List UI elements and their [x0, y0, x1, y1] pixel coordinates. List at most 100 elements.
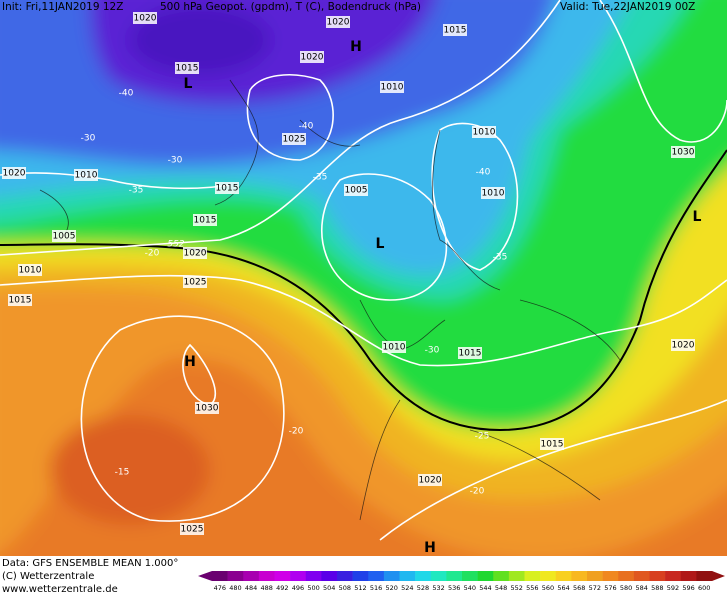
colorbar-swatch: [227, 571, 244, 581]
colorbar-swatch: [680, 571, 697, 581]
isobar-line: [379, 399, 727, 541]
temperature-label: -30: [425, 346, 440, 356]
temperature-label: -40: [119, 89, 134, 99]
isobar-label-bg: [382, 341, 406, 353]
pressure-center: H: [424, 540, 436, 556]
isobar-label-bg: [380, 81, 404, 93]
data-source: Data: GFS ENSEMBLE MEAN 1.000°: [2, 558, 178, 569]
isobar-label-bg: [175, 62, 199, 74]
isobar-label: 1010: [473, 128, 496, 138]
colorbar-label: 556: [526, 584, 538, 592]
colorbar-swatch: [696, 571, 713, 581]
colorbar-swatch: [508, 571, 525, 581]
colorbar-label: 500: [307, 584, 319, 592]
isobar-label-bg: [671, 339, 695, 351]
isobar-label-bg: [215, 182, 239, 194]
isobar-label: 1005: [345, 186, 368, 196]
pressure-center: L: [693, 209, 702, 225]
isobar-label: 1010: [482, 189, 505, 199]
colorbar-label: 572: [589, 584, 601, 592]
isobar-label: 1020: [134, 14, 157, 24]
isobar-label-bg: [183, 276, 207, 288]
colorbar-swatch: [430, 571, 447, 581]
isobar-label-bg: [671, 146, 695, 158]
temperature-label: -35: [313, 173, 328, 183]
isobar-label-bg: [18, 264, 42, 276]
colorbar-swatch: [633, 571, 650, 581]
pressure-center: H: [350, 39, 362, 55]
colorbar-swatch: [274, 571, 291, 581]
colorbar-label: 516: [370, 584, 382, 592]
colorbar-label: 560: [542, 584, 554, 592]
colorbar-label: 576: [604, 584, 616, 592]
colorbar-arrow: [712, 571, 725, 581]
isobar-label-bg: [300, 51, 324, 63]
colorbar-arrow: [198, 571, 212, 581]
colorbar-label: 596: [682, 584, 694, 592]
header: Init: Fri,11JAN2019 12Z 500 hPa Geopot. …: [2, 1, 695, 13]
colorbar-swatch: [555, 571, 572, 581]
isobar-label: 1020: [301, 53, 324, 63]
colorbar-swatch: [649, 571, 666, 581]
copyright: (C) Wetterzentrale: [2, 571, 94, 582]
colorbar-label: 524: [401, 584, 413, 592]
isobar-label: 1015: [194, 216, 217, 226]
colorbar-label: 600: [698, 584, 710, 592]
isobar-label-bg: [74, 169, 98, 181]
colorbar-swatch: [305, 571, 322, 581]
colorbar-swatch: [446, 571, 463, 581]
colorbar-label: 504: [323, 584, 335, 592]
colorbar-label: 484: [245, 584, 257, 592]
contour-label: 552: [167, 240, 184, 250]
product: 500 hPa Geopot. (gpdm), T (C), Bodendruc…: [160, 1, 421, 13]
isobar-line: [599, 0, 727, 143]
isobar-label: 1010: [383, 343, 406, 353]
map-labels: 1020 1020 1015 1015 1020 1010 1025 1010 1030 1020…: [2, 12, 702, 556]
colorbar-swatch: [477, 571, 494, 581]
colorbar-label: 492: [276, 584, 288, 592]
colorbar-swatch: [493, 571, 510, 581]
isobar-label: 1030: [196, 404, 219, 414]
isobar-label-bg: [282, 133, 306, 145]
init-time: Init: Fri,11JAN2019 12Z: [2, 1, 123, 13]
field-band: [130, 5, 270, 75]
pressure-center: L: [376, 236, 385, 252]
colorbar-label: 564: [557, 584, 569, 592]
isobar-label-bg: [481, 187, 505, 199]
colorbar-label: 508: [339, 584, 351, 592]
isobar-label-bg: [326, 16, 350, 28]
colorbar-label: 544: [479, 584, 491, 592]
isobar-label: 1015: [216, 184, 239, 194]
colorbar-label: 540: [464, 584, 476, 592]
colorbar-label: 592: [667, 584, 679, 592]
isobar-label-bg: [540, 438, 564, 450]
footer: Data: GFS ENSEMBLE MEAN 1.000° (C) Wette…: [2, 558, 178, 593]
temperature-label: -15: [115, 468, 130, 478]
colorbar-swatch: [258, 571, 275, 581]
isobar-label-bg: [2, 167, 26, 179]
colorbar-label: 528: [417, 584, 429, 592]
isobar-line: [0, 172, 231, 190]
isobar-label-bg: [418, 474, 442, 486]
isobar-line: [0, 0, 561, 256]
isobar-label: 1015: [9, 296, 32, 306]
colorbar-label: 476: [214, 584, 226, 592]
isobar-label: 1015: [459, 349, 482, 359]
contour-552: [0, 149, 727, 432]
valid-time: Valid: Tue,22JAN2019 00Z: [560, 1, 695, 13]
colorbar-label: 588: [651, 584, 663, 592]
colorbar-swatch: [524, 571, 541, 581]
pressure-center: L: [184, 76, 193, 92]
color-field: [0, 0, 727, 556]
colorbar-label: 488: [260, 584, 272, 592]
field-clip: [0, 0, 727, 556]
isobar-label-bg: [344, 184, 368, 196]
url: www.wetterzentrale.de: [2, 584, 118, 593]
colorbar-swatch: [321, 571, 338, 581]
colorbar-label: 480: [229, 584, 241, 592]
temperature-label: -30: [81, 134, 96, 144]
colorbar: 476 480 484 488 492 496 500 504 508 512 516 520 524 5…: [198, 571, 725, 592]
colorbar-swatch: [540, 571, 557, 581]
colorbar-label: 520: [385, 584, 397, 592]
pressure-center: H: [184, 354, 196, 370]
